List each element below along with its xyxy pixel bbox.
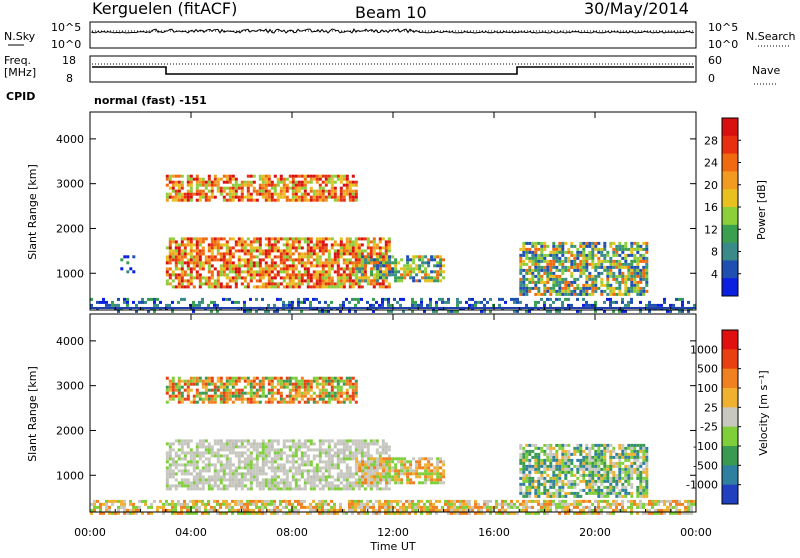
power-colorbar-swatch (722, 207, 738, 225)
freq-trace (92, 67, 694, 74)
velocity-panel: 1000 2000 3000 4000 Slant Range [km] 1000 50… (26, 314, 770, 515)
nave-tick-top: 60 (708, 54, 722, 67)
freq-tick-bottom: 8 (66, 72, 73, 85)
velocity-colorbar-swatch (722, 427, 738, 447)
cpid-label: CPID (6, 90, 35, 103)
velocity-colorbar-swatch (722, 485, 738, 505)
nsearch-tick-top: 10^5 (708, 21, 738, 34)
freq-panel: Freq. [MHz] 18 8 60 0 Nave (4, 54, 780, 85)
power-colorbar-tick: 20 (704, 179, 718, 192)
power-ytick-label: 1000 (56, 267, 84, 280)
power-colorbar-tick: 12 (704, 223, 718, 236)
time-tick-label: 20:00 (579, 526, 611, 539)
power-colorbar-tick: 4 (711, 268, 718, 281)
power-colorbar-swatch (722, 136, 738, 154)
time-tick-label: 12:00 (377, 526, 409, 539)
power-panel: 1000 2000 3000 4000 Slant Range [km] 4 8 12 16… (26, 112, 768, 313)
nave-tick-bottom: 0 (708, 72, 715, 85)
cpid-value: normal (fast) -151 (94, 94, 207, 107)
power-ylabel: Slant Range [km] (26, 164, 39, 260)
power-echo-region (519, 242, 648, 296)
date-title: 30/May/2014 (584, 0, 689, 18)
velocity-colorbar-swatch (722, 446, 738, 466)
power-ytick-label: 2000 (56, 222, 84, 235)
power-ytick-label: 4000 (56, 133, 84, 146)
velocity-echo-region (166, 377, 358, 404)
time-tick-label: 00:00 (680, 526, 712, 539)
velocity-colorbar-tick: -500 (693, 459, 718, 472)
velocity-ytick-label: 3000 (56, 380, 84, 393)
velocity-ylabel: Slant Range [km] (26, 366, 39, 462)
velocity-colorbar-swatch (722, 330, 738, 350)
velocity-colorbar-swatch (722, 369, 738, 389)
nsky-tick-top: 10^5 (51, 21, 81, 34)
freq-tick-top: 18 (62, 54, 76, 67)
velocity-echo-region (519, 444, 648, 498)
power-colorbar-swatch (722, 154, 738, 172)
time-tick-label: 00:00 (74, 526, 106, 539)
x-axis-label: Time UT (369, 540, 415, 553)
velocity-ytick-label: 2000 (56, 424, 84, 437)
power-colorbar-swatch (722, 171, 738, 189)
velocity-colorbar-swatch (722, 407, 738, 427)
velocity-cbar-label: Velocity [m s⁻¹] (757, 370, 770, 455)
velocity-colorbar-tick: 100 (697, 382, 718, 395)
power-colorbar-tick: 24 (704, 157, 718, 170)
velocity-colorbar-tick: 1000 (690, 343, 718, 356)
velocity-colorbar-swatch (722, 388, 738, 408)
nsearch-label: N.Search (746, 30, 796, 43)
power-colorbar-swatch (722, 243, 738, 261)
time-tick-label: 08:00 (276, 526, 308, 539)
power-colorbar-swatch (722, 189, 738, 207)
time-tick-label: 04:00 (175, 526, 207, 539)
site-title: Kerguelen (fitACF) (92, 0, 237, 18)
nsky-tick-bottom: 10^0 (51, 38, 81, 51)
beam-title: Beam 10 (355, 3, 427, 22)
freq-unit: [MHz] (4, 66, 36, 79)
velocity-ytick-label: 4000 (56, 335, 84, 348)
power-cbar-label: Power [dB] (755, 180, 768, 240)
power-colorbar-swatch (722, 225, 738, 243)
velocity-colorbar-swatch (722, 349, 738, 369)
velocity-colorbar-tick: -25 (700, 421, 718, 434)
velocity-colorbar-tick: 500 (697, 363, 718, 376)
power-colorbar-swatch (722, 118, 738, 136)
velocity-colorbar-tick: 25 (704, 401, 718, 414)
nave-label: Nave (752, 64, 780, 77)
velocity-colorbar-tick: -1000 (686, 479, 718, 492)
power-colorbar-swatch (722, 260, 738, 278)
time-tick-label: 16:00 (478, 526, 510, 539)
power-colorbar-swatch (722, 278, 738, 296)
power-colorbar-tick: 16 (704, 201, 718, 214)
nsearch-tick-bottom: 10^0 (708, 38, 738, 51)
power-echo-region (120, 255, 135, 273)
velocity-colorbar-swatch (722, 465, 738, 485)
power-echo-region (166, 175, 358, 202)
nsky-label: N.Sky (4, 30, 36, 43)
velocity-colorbar-tick: -100 (693, 440, 718, 453)
power-colorbar-tick: 8 (711, 246, 718, 259)
power-colorbar-tick: 28 (704, 134, 718, 147)
nsky-panel: N.Sky 10^5 10^0 10^5 10^0 N.Search (4, 21, 796, 51)
velocity-ytick-label: 1000 (56, 469, 84, 482)
power-ytick-label: 3000 (56, 178, 84, 191)
